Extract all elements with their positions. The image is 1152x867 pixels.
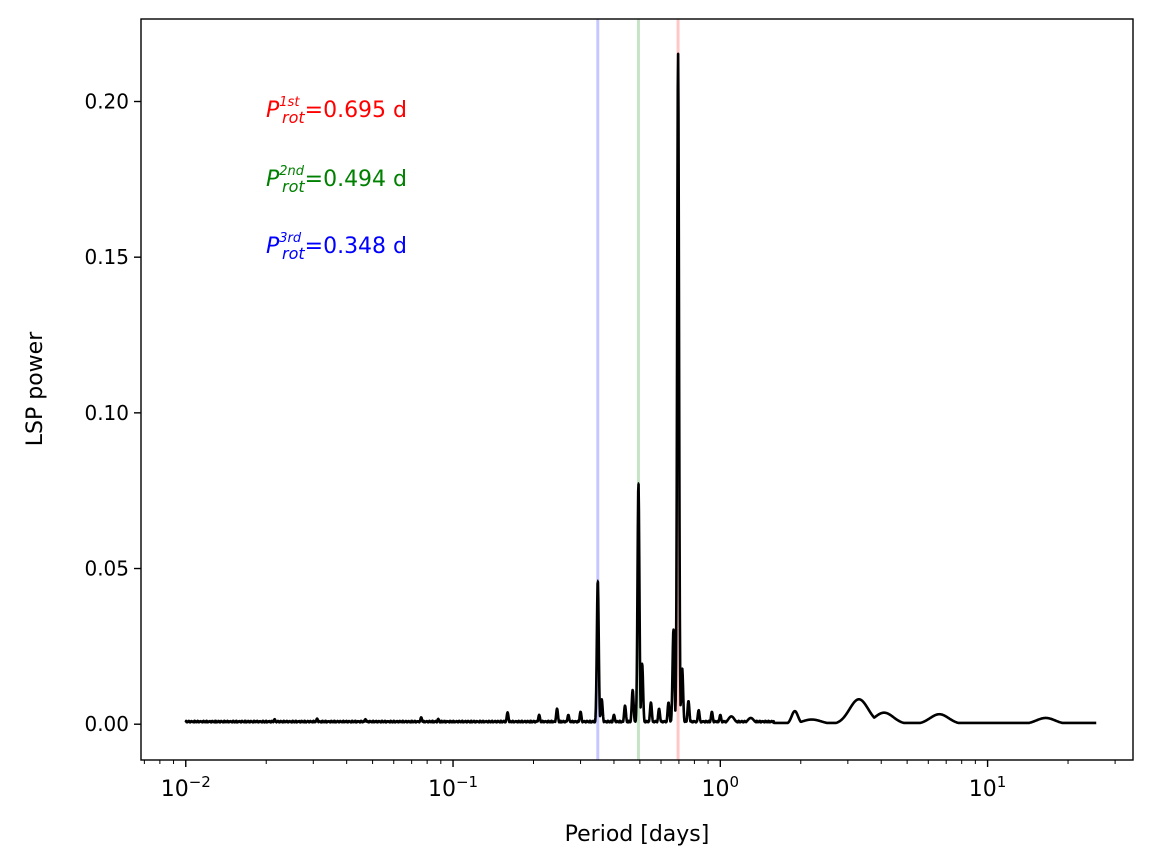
x-axis-ticks: 10−2 10−1 100 101 (143, 760, 1116, 802)
peak-point-26 (711, 710, 713, 713)
peak-point-31 (811, 718, 813, 721)
periodogram-line (184, 52, 1098, 725)
peak-point-23 (681, 667, 683, 669)
peak-point-2 (316, 717, 318, 720)
peak-point-34 (938, 713, 941, 716)
peak-point-18 (650, 701, 652, 704)
peak-point-13 (613, 714, 615, 716)
y-tick-label-3: 0.10 (84, 401, 129, 425)
peak-point-16 (637, 482, 640, 484)
peak-point-29 (749, 717, 752, 719)
y-tick-label-4: 0.15 (84, 245, 129, 269)
peak-point-17 (641, 662, 643, 665)
series-group (184, 52, 1098, 725)
peak-point-15 (631, 689, 634, 691)
x-tick-label-4: 101 (969, 773, 1007, 802)
peak-point-24 (687, 700, 690, 702)
peak-point-27 (719, 714, 722, 716)
x-tick-label-2: 10−1 (428, 773, 478, 802)
peak-point-4 (420, 716, 422, 719)
peak-point-28 (730, 715, 733, 718)
peak-point-1 (273, 718, 276, 721)
peak-point-19 (658, 707, 660, 710)
peak-point-8 (556, 707, 558, 710)
peak-point-12 (600, 698, 603, 701)
y-axis-ticks: 0.00 0.05 0.10 0.15 0.20 (84, 90, 141, 736)
peak-point-14 (624, 704, 626, 707)
annotations: P1st rot=0.695 d P2nd rot=0.494 d P3rd rot=0.… (266, 95, 407, 263)
y-tick-label-1: 0.00 (84, 712, 129, 736)
peak-point-25 (697, 709, 700, 711)
y-tick-label-5: 0.20 (84, 90, 129, 114)
peak-point-30 (794, 710, 796, 712)
x-axis-label: Period [days] (565, 822, 710, 847)
peak-point-10 (579, 710, 582, 713)
peak-point-7 (538, 714, 540, 716)
rotation-period-label-1: P1st rot=0.695 d (266, 95, 407, 127)
rotation-period-label-2: P2nd rot=0.494 d (266, 164, 407, 196)
peak-point-22 (677, 52, 679, 55)
x-tick-label-3: 100 (702, 773, 740, 802)
peak-point-3 (364, 718, 367, 721)
peak-point-9 (567, 714, 570, 716)
peak-point-5 (437, 718, 440, 720)
peak-point-32 (858, 698, 860, 701)
peak-point-20 (667, 701, 670, 704)
peak-point-21 (672, 628, 675, 631)
plot-frame (140, 18, 1134, 761)
rotation-period-label-3: P3rd rot=0.348 d (266, 231, 407, 263)
peak-point-33 (883, 711, 885, 714)
y-axis-label: LSP power (23, 331, 48, 446)
x-tick-label-1: 10−2 (161, 773, 211, 802)
peak-point-6 (506, 711, 509, 714)
peak-point-35 (1044, 717, 1047, 719)
y-tick-label-2: 0.05 (84, 557, 129, 581)
peak-point-11 (596, 579, 599, 582)
